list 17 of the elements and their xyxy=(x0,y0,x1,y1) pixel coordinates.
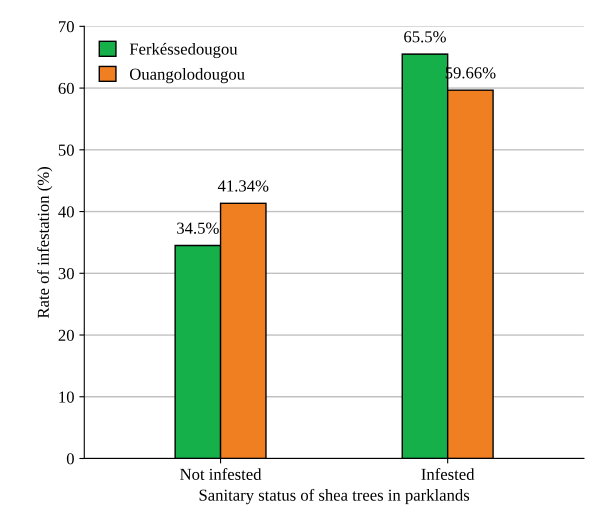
legend-label: Ferkéssedougou xyxy=(130,42,238,58)
data-label: 41.34% xyxy=(218,180,268,192)
data-label: 65.5% xyxy=(404,31,446,42)
y-tick-label: 10 xyxy=(59,391,74,403)
y-axis-title: Rate of infestation (%) xyxy=(37,167,52,318)
y-tick-label: 0 xyxy=(66,453,74,464)
y-tick-label: 50 xyxy=(58,144,74,156)
y-tick-label: 40 xyxy=(58,206,74,218)
y-tick-label: 30 xyxy=(58,268,74,280)
x-axis-title: Sanitary status of shea trees in parklands xyxy=(200,488,470,504)
y-tick-label: 20 xyxy=(58,330,74,341)
legend-label: Ouangolodougou xyxy=(130,68,245,84)
x-tick-label: Infested xyxy=(421,468,474,480)
data-label: 34.5% xyxy=(177,222,219,234)
x-tick-label: Not infested xyxy=(180,468,262,480)
y-tick-label: 60 xyxy=(58,82,74,94)
y-tick-label: 70 xyxy=(58,21,74,32)
